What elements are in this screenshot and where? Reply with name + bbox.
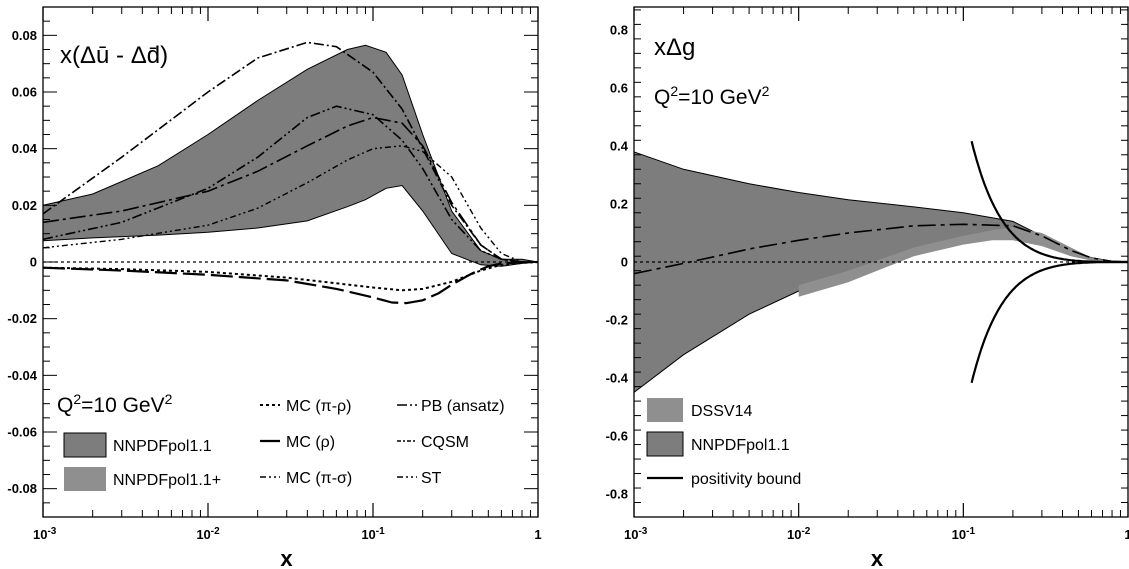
plot-frame xyxy=(633,6,1129,518)
y-tick-label: -0.8 xyxy=(606,486,628,501)
y-tick-label: 0 xyxy=(30,255,37,270)
legend-label: NNPDFpol1.1+ xyxy=(113,472,221,489)
y-tick-label: -0.04 xyxy=(7,368,37,383)
series-line-cqsm xyxy=(43,116,538,263)
legend-swatch xyxy=(64,467,106,491)
y-tick-label: 0.04 xyxy=(12,141,38,156)
y-tick-label: 0.6 xyxy=(610,81,628,96)
legend-label: NNPDFpol1.1 xyxy=(113,438,212,455)
q2-annotation: Q2=10 GeV2 xyxy=(654,83,770,109)
y-tick-label: 0.2 xyxy=(610,197,628,212)
band-nnpdfpol1-1 xyxy=(634,151,1128,394)
y-tick-label: -0.06 xyxy=(7,425,37,440)
chart-title: x(Δū - Δd̄) xyxy=(60,42,168,69)
x-tick-label: 10-2 xyxy=(196,526,220,543)
chart-panel-1: 0.08 0.06 0.04 0.02 0 -0.02 -0.04 -0.06 -0.08 10-… xyxy=(7,6,542,569)
y-tick-label: 0.06 xyxy=(12,85,37,100)
x-tick-label: 10-3 xyxy=(33,526,57,543)
x-axis-label: x xyxy=(280,546,293,569)
plot-area xyxy=(634,140,1128,394)
y-tick-label: -0.6 xyxy=(606,428,628,443)
legend: NNPDFpol1.1 NNPDFpol1.1+ MC (π-ρ) MC (ρ) MC … xyxy=(63,398,505,491)
legend-label: NNPDFpol1.1 xyxy=(691,437,790,454)
legend-label: positivity bound xyxy=(691,471,801,488)
legend-label: ST xyxy=(421,470,442,487)
series-line-central xyxy=(634,223,1128,275)
x-tick-label: 10-3 xyxy=(624,526,648,543)
legend-label: CQSM xyxy=(421,434,469,451)
x-axis-label: x xyxy=(871,546,884,569)
positivity-bound-lower xyxy=(970,260,1128,384)
y-tick-label: -0.2 xyxy=(606,312,628,327)
y-tick-label: 0.08 xyxy=(12,28,37,43)
y-tick-label: 0.8 xyxy=(610,23,628,38)
legend-label: MC (ρ) xyxy=(286,434,335,451)
y-tick-label: 0.4 xyxy=(610,139,629,154)
chart-title: xΔg xyxy=(654,34,695,61)
y-tick-label: -0.4 xyxy=(606,370,629,385)
legend-swatch xyxy=(647,398,683,422)
legend-label: MC (π-σ) xyxy=(286,470,352,487)
series-line-st xyxy=(43,145,538,263)
legend-label: MC (π-ρ) xyxy=(286,398,351,415)
x-tick-label: 10-1 xyxy=(952,526,976,543)
chart-panel-2: 0.8 0.6 0.4 0.2 0 -0.2 -0.4 -0.6 -0.8 10-3 10-2 10-… xyxy=(606,6,1129,569)
legend-label: DSSV14 xyxy=(691,403,752,420)
series-line-mc- xyxy=(43,260,538,305)
q2-annotation: Q2=10 GeV2 xyxy=(57,391,173,417)
y-tick-label: -0.08 xyxy=(7,481,37,496)
y-tick-label: 0 xyxy=(621,255,628,270)
legend: DSSV14 NNPDFpol1.1 positivity bound xyxy=(646,398,801,488)
legend-label: PB (ansatz) xyxy=(421,398,505,415)
x-tick-label: 10-2 xyxy=(787,526,811,543)
x-tick-label: 10-1 xyxy=(361,526,385,543)
plot-area xyxy=(43,41,538,305)
series-line-mc- xyxy=(43,261,538,292)
y-tick-label: 0.02 xyxy=(12,198,37,213)
legend-swatch xyxy=(63,432,107,458)
x-tick-label: 1 xyxy=(534,527,541,542)
x-tick-label: 1 xyxy=(1124,527,1129,542)
y-tick-label: -0.02 xyxy=(7,311,37,326)
band-dssv14 xyxy=(798,227,1128,297)
legend-swatch xyxy=(646,431,684,457)
